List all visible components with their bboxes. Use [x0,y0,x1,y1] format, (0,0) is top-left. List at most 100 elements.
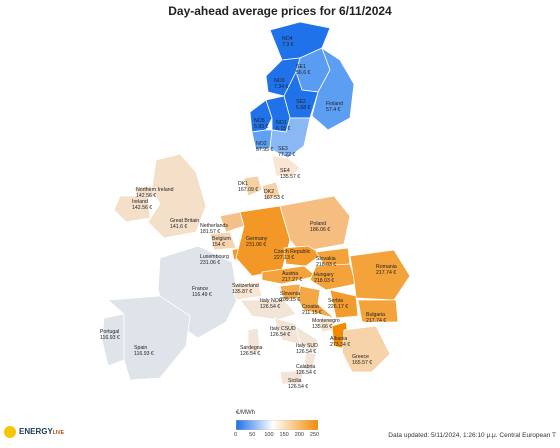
region-price-montenegro: 135.66 € [312,324,332,330]
region-czech-republic [283,245,323,267]
region-label-great-britain: Great Britain [170,218,199,224]
region-sardegna [247,327,261,355]
region-label-germany: Germany [246,236,268,242]
region-label-no4: NO4 [282,36,293,42]
region-price-calabria: 126.54 € [296,370,316,376]
region-label-italy-nord: Italy NOR [260,298,283,304]
region-spain [107,295,191,381]
region-label-italy-sud: Italy SUD [296,343,318,349]
energylive-logo: ENERGYLIVE [4,426,64,438]
region-label-greece: Greece [352,354,369,360]
region-hungary [309,263,357,291]
region-italy-sud [295,325,319,353]
region-label-no5: NO5 [254,118,265,124]
region-netherlands [219,211,245,233]
region-price-austria: 217.27 € [282,277,302,283]
region-label-ireland: Ireland [132,199,148,205]
region-sicilia [279,369,305,385]
legend-tick: 250 [309,432,320,438]
region-price-northern-ireland: 142.56 € [136,193,156,199]
legend-tick: 150 [279,432,289,438]
region-label-czech-republic: Czech Republic [274,249,311,255]
region-greece [341,325,391,373]
region-price-poland: 186.06 € [310,227,330,233]
region-finland [311,46,355,131]
region-label-slovakia: Slovakia [316,256,336,262]
region-label-portugal: Portugal [100,329,119,335]
region-price-sardegna: 126.54 € [240,351,260,357]
region-label-se3: SE3 [278,146,288,152]
region-switzerland [231,281,263,301]
region-price-no1: 6.15 € [276,126,291,132]
region-label-bulgaria: Bulgaria [366,312,385,318]
region-price-germany: 231.06 € [246,242,266,248]
region-label-spain: Spain [134,345,147,351]
region-price-france: 116.49 € [192,292,212,298]
region-price-slovakia: 218.03 € [316,262,336,268]
region-label-luxembourg: Luxembourg [200,254,229,260]
region-price-no3: 7.34 € [274,84,289,90]
region-label-no2: NO2 [256,141,267,147]
region-price-croatia: 211.15 € [302,310,322,316]
region-price-hungary: 218.03 € [314,278,334,284]
region-italy-nord [239,299,297,321]
region-label-no3: NO3 [274,78,285,84]
region-se4 [271,155,301,177]
region-label-northern-ireland: Northern Ireland [136,187,174,193]
region-price-romania: 217.74 € [376,270,396,276]
legend-tick: 0 [234,432,238,438]
region-label-calabria: Calabria [296,364,315,370]
region-price-bulgaria: 217.74 € [366,318,386,324]
region-label-dk1: DK1 [238,181,248,187]
legend-tick: 100 [264,432,274,438]
region-price-belgium: 154 € [212,242,225,248]
bolt-icon [4,426,16,438]
region-price-se2: 5.68 € [296,105,311,111]
logo-suffix: LIVE [52,430,64,437]
region-label-belgium: Belgium [212,236,231,242]
region-label-montenegro: Montenegro [312,318,340,324]
region-label-se1: SE1 [296,64,306,70]
region-price-dk1: 167.09 € [238,187,258,193]
region-label-netherlands: Netherlands [200,223,228,229]
region-label-austria: Austria [282,271,298,277]
legend-colorbar [236,420,318,430]
region-label-slovenia: Slovenia [280,291,300,297]
region-ireland [113,195,151,223]
region-price-finland: 57.4 € [326,107,341,113]
region-label-france: France [192,286,208,292]
region-label-sicilia: Sicilia [288,378,302,384]
region-portugal [101,313,125,367]
region-label-se2: SE2 [296,99,306,105]
region-belgium [209,231,237,251]
region-price-no4: 7.3 € [282,42,294,48]
region-price-serbia: 226.17 € [328,304,348,310]
region-price-spain: 116.93 € [134,351,154,357]
region-label-serbia: Serbia [328,298,343,304]
region-price-dk2: 167.53 € [264,195,284,201]
region-price-se3: 77.22 € [278,152,295,158]
region-price-netherlands: 181.57 € [200,229,220,235]
region-label-romania: Romania [376,264,397,270]
region-label-sardegna: Sardegna [240,345,263,351]
region-price-great-britain: 141.6 € [170,224,187,230]
region-price-portugal: 116.93 € [100,335,120,341]
region-label-no1: NO1 [276,120,287,126]
region-calabria [303,351,317,373]
region-price-slovenia: 209.15 € [280,297,300,303]
region-price-luxembourg: 231.06 € [200,260,220,266]
region-great-britain [147,153,207,239]
map-title: Day-ahead average prices for 6/11/2024 [168,4,392,18]
legend-tick: 200 [294,432,304,438]
region-price-se1: 56.6 € [296,70,311,76]
region-label-hungary: Hungary [314,272,334,278]
region-label-se4: SE4 [280,168,290,174]
region-label-dk2: DK2 [264,189,274,195]
region-label-italy-csud: Italy CSUD [270,326,296,332]
region-price-czech-republic: 227.13 € [274,255,294,261]
region-price-no5: 5.83 € [254,124,269,130]
region-label-croatia: Croatia [302,304,319,310]
region-no5 [249,99,273,133]
